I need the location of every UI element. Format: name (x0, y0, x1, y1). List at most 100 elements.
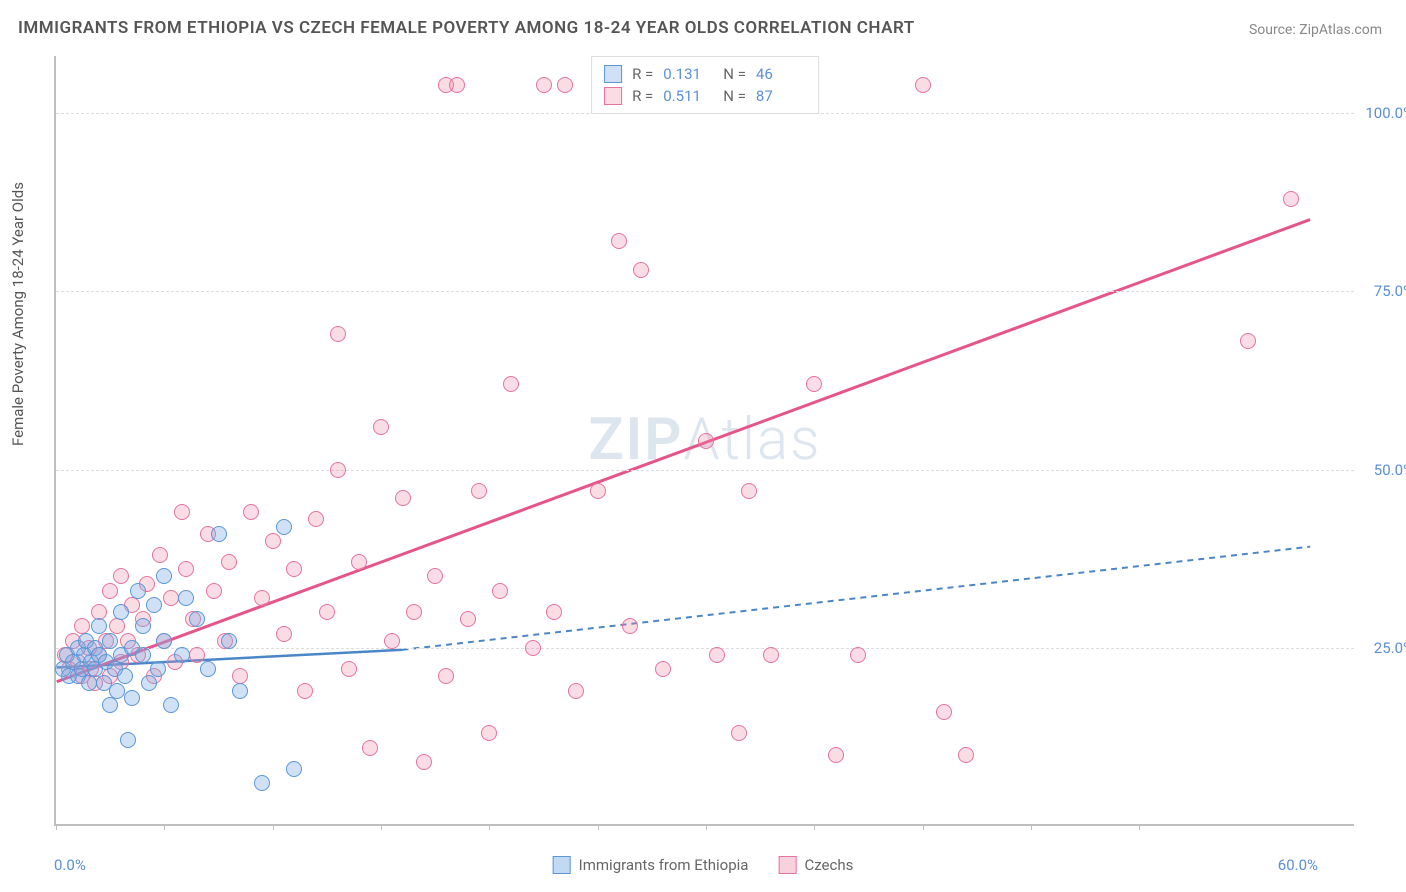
data-point (709, 647, 725, 663)
data-point (330, 462, 346, 478)
data-point (449, 77, 465, 93)
x-tick (489, 824, 490, 830)
data-point (373, 419, 389, 435)
data-point (698, 433, 714, 449)
data-point (150, 661, 166, 677)
x-tick (164, 824, 165, 830)
y-tick-label: 75.0% (1374, 282, 1406, 300)
data-point (611, 233, 627, 249)
data-point (438, 668, 454, 684)
x-axis-max-label: 60.0% (1278, 856, 1318, 874)
data-point (243, 504, 259, 520)
legend-item-czechs: Czechs (778, 856, 853, 874)
data-point (655, 661, 671, 677)
legend-row-czechs: R = 0.511 N = 87 (604, 85, 806, 107)
x-tick (273, 824, 274, 830)
data-point (427, 568, 443, 584)
data-point (113, 568, 129, 584)
data-point (286, 761, 302, 777)
gridline (56, 648, 1354, 649)
n-label: N = (723, 65, 746, 83)
data-point (406, 604, 422, 620)
data-point (189, 647, 205, 663)
data-point (297, 683, 313, 699)
data-point (763, 647, 779, 663)
data-point (265, 533, 281, 549)
r-label: R = (632, 87, 653, 105)
data-point (163, 590, 179, 606)
data-point (221, 554, 237, 570)
y-tick-label: 50.0% (1374, 461, 1406, 479)
data-point (915, 77, 931, 93)
data-point (178, 590, 194, 606)
data-point (135, 618, 151, 634)
data-point (590, 483, 606, 499)
data-point (828, 747, 844, 763)
x-tick (1139, 824, 1140, 830)
data-point (568, 683, 584, 699)
data-point (557, 77, 573, 93)
data-point (146, 597, 162, 613)
data-point (633, 262, 649, 278)
data-point (936, 704, 952, 720)
data-point (156, 633, 172, 649)
data-point (525, 640, 541, 656)
x-tick (1031, 824, 1032, 830)
y-tick-label: 100.0% (1365, 104, 1406, 122)
data-point (120, 732, 136, 748)
legend-label-ethiopia: Immigrants from Ethiopia (579, 856, 749, 874)
legend-swatch-ethiopia (604, 65, 622, 83)
data-point (395, 490, 411, 506)
correlation-legend: R = 0.131 N = 46 R = 0.511 N = 87 (591, 56, 819, 114)
data-point (492, 583, 508, 599)
data-point (286, 561, 302, 577)
gridline (56, 291, 1354, 292)
correlation-chart: IMMIGRANTS FROM ETHIOPIA VS CZECH FEMALE… (0, 0, 1406, 892)
x-tick (923, 824, 924, 830)
n-label: N = (723, 87, 746, 105)
data-point (174, 647, 190, 663)
data-point (276, 626, 292, 642)
data-point (319, 604, 335, 620)
data-point (460, 611, 476, 627)
data-point (254, 590, 270, 606)
legend-swatch-czechs-icon (778, 856, 796, 874)
data-point (102, 697, 118, 713)
gridline (56, 470, 1354, 471)
data-point (471, 483, 487, 499)
series-legend: Immigrants from Ethiopia Czechs (553, 856, 854, 874)
data-point (141, 675, 157, 691)
x-axis-min-label: 0.0% (54, 856, 86, 874)
data-point (113, 604, 129, 620)
data-point (622, 618, 638, 634)
data-point (850, 647, 866, 663)
r-value-ethiopia: 0.131 (663, 65, 713, 83)
data-point (330, 326, 346, 342)
watermark-bold: ZIP (589, 406, 684, 474)
data-point (481, 725, 497, 741)
x-tick (706, 824, 707, 830)
legend-swatch-czechs (604, 87, 622, 105)
data-point (276, 519, 292, 535)
legend-label-czechs: Czechs (804, 856, 853, 874)
data-point (206, 583, 222, 599)
data-point (741, 483, 757, 499)
y-axis-label: Female Poverty Among 18-24 Year Olds (9, 182, 27, 446)
data-point (254, 775, 270, 791)
data-point (178, 561, 194, 577)
data-point (351, 554, 367, 570)
r-value-czechs: 0.511 (663, 87, 713, 105)
data-point (163, 697, 179, 713)
chart-title: IMMIGRANTS FROM ETHIOPIA VS CZECH FEMALE… (18, 18, 915, 38)
data-point (416, 754, 432, 770)
legend-swatch-ethiopia-icon (553, 856, 571, 874)
data-point (189, 611, 205, 627)
data-point (81, 675, 97, 691)
data-point (117, 668, 133, 684)
data-point (156, 568, 172, 584)
plot-area: ZIPAtlas R = 0.131 N = 46 R = 0.511 N = … (54, 56, 1354, 826)
data-point (109, 683, 125, 699)
data-point (102, 583, 118, 599)
data-point (1240, 333, 1256, 349)
data-point (221, 633, 237, 649)
